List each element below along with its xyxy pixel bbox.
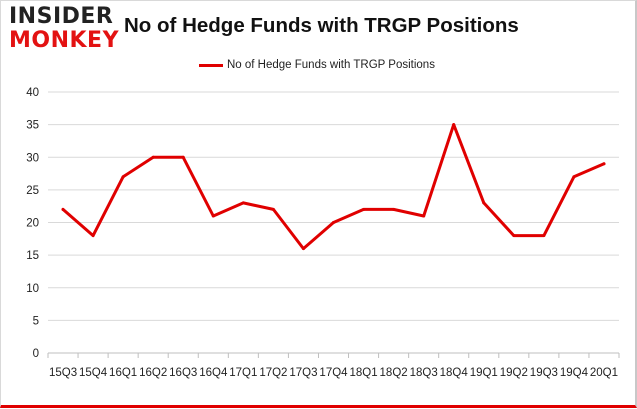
data-point xyxy=(121,175,125,179)
y-tick-label: 10 xyxy=(26,283,39,295)
x-tick-label: 16Q4 xyxy=(199,367,228,379)
x-tick-label: 19Q1 xyxy=(470,367,498,379)
x-tick-label: 19Q3 xyxy=(530,367,558,379)
y-tick-label: 40 xyxy=(26,87,39,99)
x-tick-label: 18Q1 xyxy=(349,367,377,379)
x-tick-label: 19Q2 xyxy=(500,367,528,379)
x-tick-label: 19Q4 xyxy=(560,367,589,379)
data-point xyxy=(181,155,185,159)
data-point xyxy=(452,123,456,127)
y-tick-label: 25 xyxy=(26,185,39,197)
y-tick-label: 30 xyxy=(26,152,39,164)
legend-swatch xyxy=(199,63,223,67)
data-point xyxy=(271,207,275,211)
x-tick-label: 17Q4 xyxy=(319,367,348,379)
data-point xyxy=(362,207,366,211)
data-point xyxy=(422,214,426,218)
data-point xyxy=(392,207,396,211)
data-point xyxy=(512,234,516,238)
insider-monkey-logo: INSIDER MONKEY xyxy=(9,4,120,53)
y-tick-label: 0 xyxy=(33,348,39,360)
data-point xyxy=(151,155,155,159)
chart-title: No of Hedge Funds with TRGP Positions xyxy=(124,14,519,37)
x-tick-label: 17Q3 xyxy=(289,367,317,379)
x-tick-label: 16Q3 xyxy=(169,367,197,379)
y-tick-label: 35 xyxy=(26,120,39,132)
data-point xyxy=(241,201,245,205)
data-point xyxy=(482,201,486,205)
y-tick-label: 20 xyxy=(26,218,39,230)
logo-line-1: INSIDER xyxy=(9,4,114,29)
x-tick-label: 15Q3 xyxy=(49,367,77,379)
logo-line-2: MONKEY xyxy=(9,28,120,53)
data-point xyxy=(301,247,305,251)
data-point xyxy=(602,162,606,166)
chart-legend: No of Hedge Funds with TRGP Positions xyxy=(199,58,435,72)
data-point xyxy=(61,207,65,211)
x-tick-label: 15Q4 xyxy=(79,367,108,379)
data-point xyxy=(211,214,215,218)
data-point xyxy=(91,234,95,238)
x-tick-label: 18Q3 xyxy=(410,367,438,379)
data-point xyxy=(542,234,546,238)
x-tick-label: 17Q1 xyxy=(229,367,257,379)
y-tick-label: 5 xyxy=(33,315,39,327)
series-line-0 xyxy=(61,123,606,251)
data-point xyxy=(572,175,576,179)
x-tick-label: 17Q2 xyxy=(259,367,287,379)
data-point xyxy=(332,221,335,224)
x-tick-label: 16Q1 xyxy=(109,367,137,379)
x-tick-label: 18Q4 xyxy=(440,367,469,379)
legend-label: No of Hedge Funds with TRGP Positions xyxy=(227,59,435,71)
y-tick-label: 15 xyxy=(26,250,39,262)
x-tick-label: 16Q2 xyxy=(139,367,167,379)
x-tick-label: 20Q1 xyxy=(590,367,618,379)
x-tick-label: 18Q2 xyxy=(380,367,408,379)
